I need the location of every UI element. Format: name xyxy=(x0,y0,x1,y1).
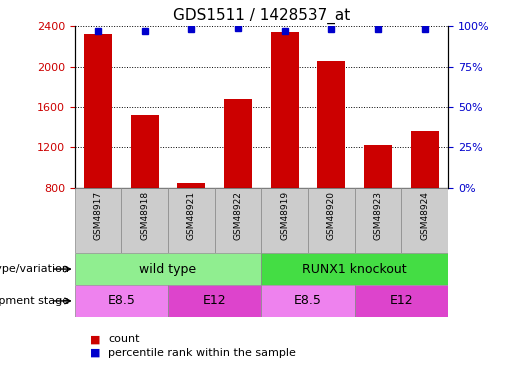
Bar xyxy=(75,285,168,317)
Bar xyxy=(261,253,448,285)
Text: GSM48924: GSM48924 xyxy=(420,191,429,240)
Text: GSM48920: GSM48920 xyxy=(327,191,336,240)
Text: percentile rank within the sample: percentile rank within the sample xyxy=(108,348,296,357)
Text: RUNX1 knockout: RUNX1 knockout xyxy=(302,262,407,276)
Bar xyxy=(131,115,159,268)
Text: E8.5: E8.5 xyxy=(294,294,322,307)
Text: GSM48919: GSM48919 xyxy=(280,191,289,240)
Text: wild type: wild type xyxy=(140,262,197,276)
Bar xyxy=(261,285,355,317)
Bar xyxy=(355,285,448,317)
Bar xyxy=(317,60,346,268)
Bar xyxy=(75,188,122,253)
Bar xyxy=(122,188,168,253)
Text: GSM48923: GSM48923 xyxy=(373,191,383,240)
Bar xyxy=(261,188,308,253)
Bar xyxy=(224,99,252,268)
Text: count: count xyxy=(108,334,140,344)
Bar xyxy=(364,145,392,268)
Bar xyxy=(84,34,112,268)
Text: E12: E12 xyxy=(389,294,413,307)
Bar xyxy=(177,183,205,268)
Bar xyxy=(355,188,401,253)
Text: GSM48918: GSM48918 xyxy=(140,191,149,240)
Title: GDS1511 / 1428537_at: GDS1511 / 1428537_at xyxy=(173,7,350,24)
Bar xyxy=(168,285,261,317)
Bar xyxy=(75,253,261,285)
Text: GSM48922: GSM48922 xyxy=(233,191,243,240)
Bar xyxy=(401,188,448,253)
Text: ■: ■ xyxy=(90,334,100,344)
Bar xyxy=(168,188,215,253)
Text: E8.5: E8.5 xyxy=(108,294,135,307)
Text: GSM48921: GSM48921 xyxy=(187,191,196,240)
Text: E12: E12 xyxy=(203,294,227,307)
Text: development stage: development stage xyxy=(0,296,70,306)
Text: GSM48917: GSM48917 xyxy=(94,191,102,240)
Bar xyxy=(308,188,355,253)
Text: ■: ■ xyxy=(90,348,100,357)
Text: genotype/variation: genotype/variation xyxy=(0,264,70,274)
Bar xyxy=(411,131,439,268)
Bar xyxy=(271,32,299,268)
Bar xyxy=(215,188,261,253)
